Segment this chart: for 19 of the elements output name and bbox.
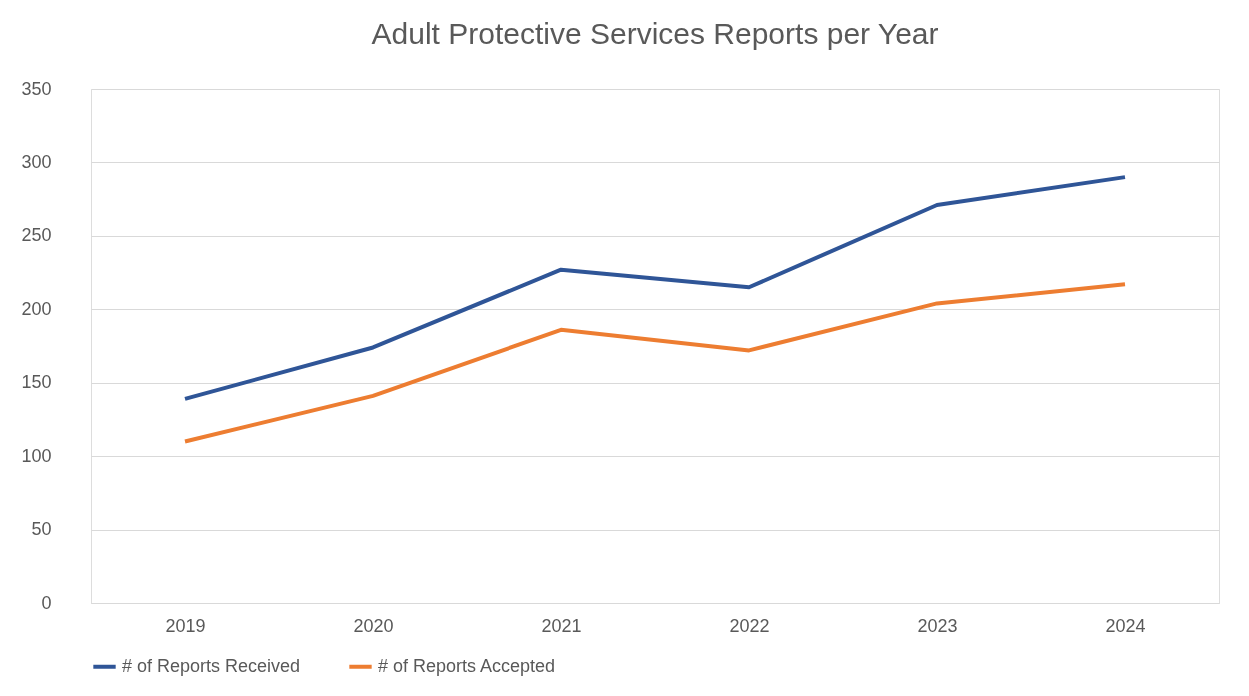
x-tick-label: 2019 [165,615,206,636]
legend-label: # of Reports Received [122,655,301,676]
y-tick-label: 150 [21,372,52,393]
y-tick-label: 200 [21,298,52,319]
line-series [183,175,1127,401]
y-tick-label: 350 [21,78,52,99]
y-tick-label: 300 [21,151,52,172]
y-tick-label: 0 [41,592,52,613]
x-tick-label: 2022 [729,615,770,636]
y-tick-label: 100 [21,445,52,466]
x-tick-label: 2021 [541,615,582,636]
legend-label: # of Reports Accepted [378,655,556,676]
x-tick-label: 2023 [917,615,958,636]
line-series [183,282,1127,444]
x-tick-label: 2024 [1105,615,1146,636]
x-tick-label: 2020 [353,615,394,636]
chart-title: Adult Protective Services Reports per Year [371,17,939,50]
y-tick-label: 50 [31,519,52,540]
y-tick-label: 250 [21,225,52,246]
